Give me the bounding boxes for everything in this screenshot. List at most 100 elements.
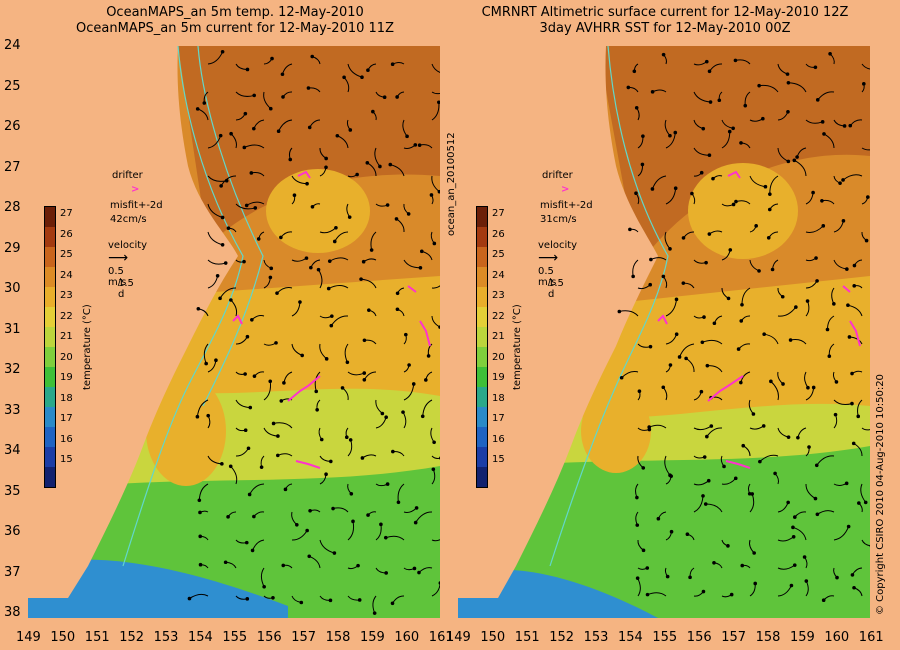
current-vector [770, 380, 779, 401]
current-vector-head [740, 563, 745, 568]
current-vector-head [218, 296, 222, 301]
current-vector [207, 51, 224, 65]
current-vector [621, 371, 639, 379]
current-vector [861, 63, 870, 70]
current-vector-head [762, 332, 766, 336]
current-vector-head [792, 158, 797, 163]
current-vector-head [661, 52, 666, 57]
current-vector-head [308, 508, 312, 513]
current-vector-head [802, 555, 807, 559]
current-vector [817, 91, 835, 101]
current-vector-head [669, 474, 673, 478]
current-vector-head [647, 425, 652, 429]
colorbar-tick: 19 [60, 372, 73, 383]
current-vector-head [262, 584, 266, 589]
current-vector [702, 339, 723, 345]
left-title-line1: OceanMAPS_an 5m temp. 12-May-2010 [106, 5, 364, 20]
current-vector-head [727, 129, 732, 134]
current-vector-head [781, 382, 785, 386]
current-vector [278, 119, 293, 132]
current-vector-head [362, 378, 367, 382]
current-vector-head [420, 414, 425, 419]
current-vector-head [379, 522, 383, 527]
current-vector-head [429, 193, 434, 197]
current-vector-head [413, 143, 418, 147]
current-vector-head [340, 386, 345, 390]
current-vector-head [314, 389, 319, 394]
current-vector-head [739, 319, 744, 323]
current-vector [319, 539, 335, 554]
current-vector-head [229, 131, 233, 136]
current-vector [347, 63, 363, 78]
current-vector-head [864, 238, 869, 243]
longitude-tick: 155 [652, 630, 678, 645]
latitude-tick: 37 [4, 564, 21, 580]
current-vector-head [348, 438, 353, 442]
current-vector-head [701, 494, 705, 498]
current-vector-head [617, 309, 622, 314]
current-vector-head [347, 215, 352, 219]
current-vector [431, 582, 440, 597]
current-vector-head [417, 143, 422, 147]
current-vector-head [229, 298, 233, 302]
current-vector-head [637, 389, 642, 394]
current-vector-head [857, 501, 861, 505]
current-vector-head [274, 341, 278, 345]
current-vector-head [304, 256, 309, 260]
current-vector [861, 427, 870, 431]
current-vector [741, 287, 751, 305]
current-vector-head [243, 428, 248, 433]
current-vector-head [380, 411, 385, 416]
current-vector-head [332, 551, 337, 555]
current-vector-head [292, 193, 297, 197]
current-vector-head [249, 171, 254, 175]
current-vector [664, 455, 671, 476]
current-vector-head [733, 58, 738, 63]
current-vector [860, 483, 867, 503]
right-velocity-arrow-icon: ⟶ [538, 250, 559, 266]
latitude-tick: 30 [4, 281, 21, 296]
current-vector [637, 577, 641, 597]
current-vector-head [634, 191, 638, 196]
current-vector-head [283, 487, 288, 492]
current-vector [344, 343, 349, 363]
current-vector-head [271, 421, 276, 426]
current-vector-head [635, 523, 640, 527]
current-vector-head [820, 120, 825, 124]
current-vector [330, 315, 349, 326]
current-vector [263, 91, 272, 110]
current-vector-head [300, 353, 304, 358]
current-vector-head [419, 249, 424, 254]
longitude-tick: 160 [824, 630, 850, 645]
colorbar-segment [45, 387, 55, 407]
current-vector-head [753, 581, 758, 586]
colorbar-tick: 20 [60, 351, 73, 363]
current-vector-head [736, 347, 741, 351]
current-vector-head [366, 68, 370, 73]
current-vector-head [856, 414, 861, 419]
current-vector-head [731, 202, 736, 207]
current-vector-head [815, 512, 820, 517]
current-vector-head [794, 305, 798, 309]
current-vector-head [825, 327, 830, 332]
current-vector-head [426, 354, 431, 358]
current-vector-head [668, 247, 672, 251]
current-vector [219, 287, 237, 299]
current-vector-head [361, 259, 366, 264]
left-drifter-tracks [232, 170, 431, 469]
current-vector-head [850, 573, 855, 577]
current-vector [759, 84, 779, 93]
latitude-tick: 34 [4, 443, 21, 458]
colorbar-segment [477, 347, 487, 367]
latitude-tick: 33 [4, 402, 21, 418]
current-vector-head [707, 232, 712, 236]
current-vector-head [226, 226, 231, 231]
current-vector-head [786, 159, 791, 164]
current-vector-head [395, 291, 400, 296]
current-vector-head [789, 583, 794, 588]
current-vector [431, 63, 440, 73]
longitude-tick: 156 [686, 630, 712, 645]
longitude-tick: 157 [291, 630, 317, 645]
current-vector-head [842, 124, 847, 128]
current-vector-head [863, 500, 868, 505]
